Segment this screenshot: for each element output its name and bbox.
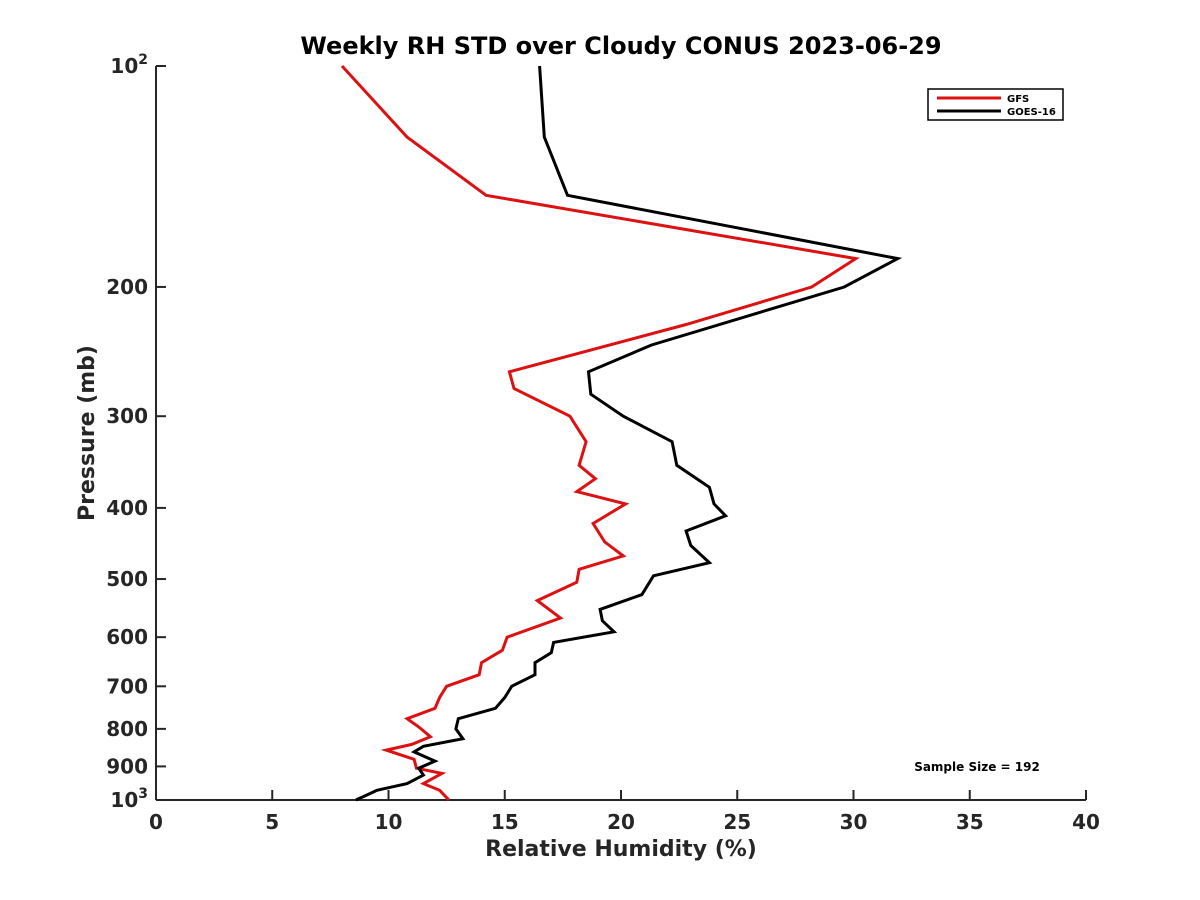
y-tick-label: 102 [110,52,148,78]
x-tick-label: 5 [265,810,279,834]
x-axis-label: Relative Humidity (%) [485,837,757,862]
sample-size-annotation: Sample Size = 192 [914,760,1040,774]
y-tick-label: 300 [106,404,148,428]
y-tick-label: 200 [106,275,148,299]
series-layer [340,64,903,802]
x-tick-label: 0 [149,810,163,834]
y-tick-label: 103 [110,786,148,812]
x-tick-label: 35 [956,810,984,834]
x-tick-label: 20 [607,810,635,834]
legend-box [927,88,1064,121]
x-tick-label: 40 [1072,810,1100,834]
series-line-goes-16 [355,65,903,802]
legend: GFS GOES-16 [927,88,1064,121]
y-tick-label: 900 [106,754,148,778]
y-tick-label: 500 [106,567,148,591]
axes: 0 5 10 15 20 25 30 35 40 102 200 300 400 500 600 700 800… [106,52,1100,834]
y-tick-label: 600 [106,625,148,649]
y-axis-label: Pressure (mb) [75,345,100,521]
x-tick-label: 25 [723,810,751,834]
x-tick-label: 10 [375,810,403,834]
y-tick-label: 700 [106,674,148,698]
y-tick-label: 800 [106,717,148,741]
legend-label: GFS [1007,94,1029,105]
series-line-gfs [340,64,860,802]
chart-title: Weekly RH STD over Cloudy CONUS 2023-06-… [300,32,941,60]
y-tick-label: 400 [106,496,148,520]
x-tick-label: 15 [491,810,519,834]
legend-label: GOES-16 [1007,107,1056,118]
x-tick-label: 30 [840,810,868,834]
